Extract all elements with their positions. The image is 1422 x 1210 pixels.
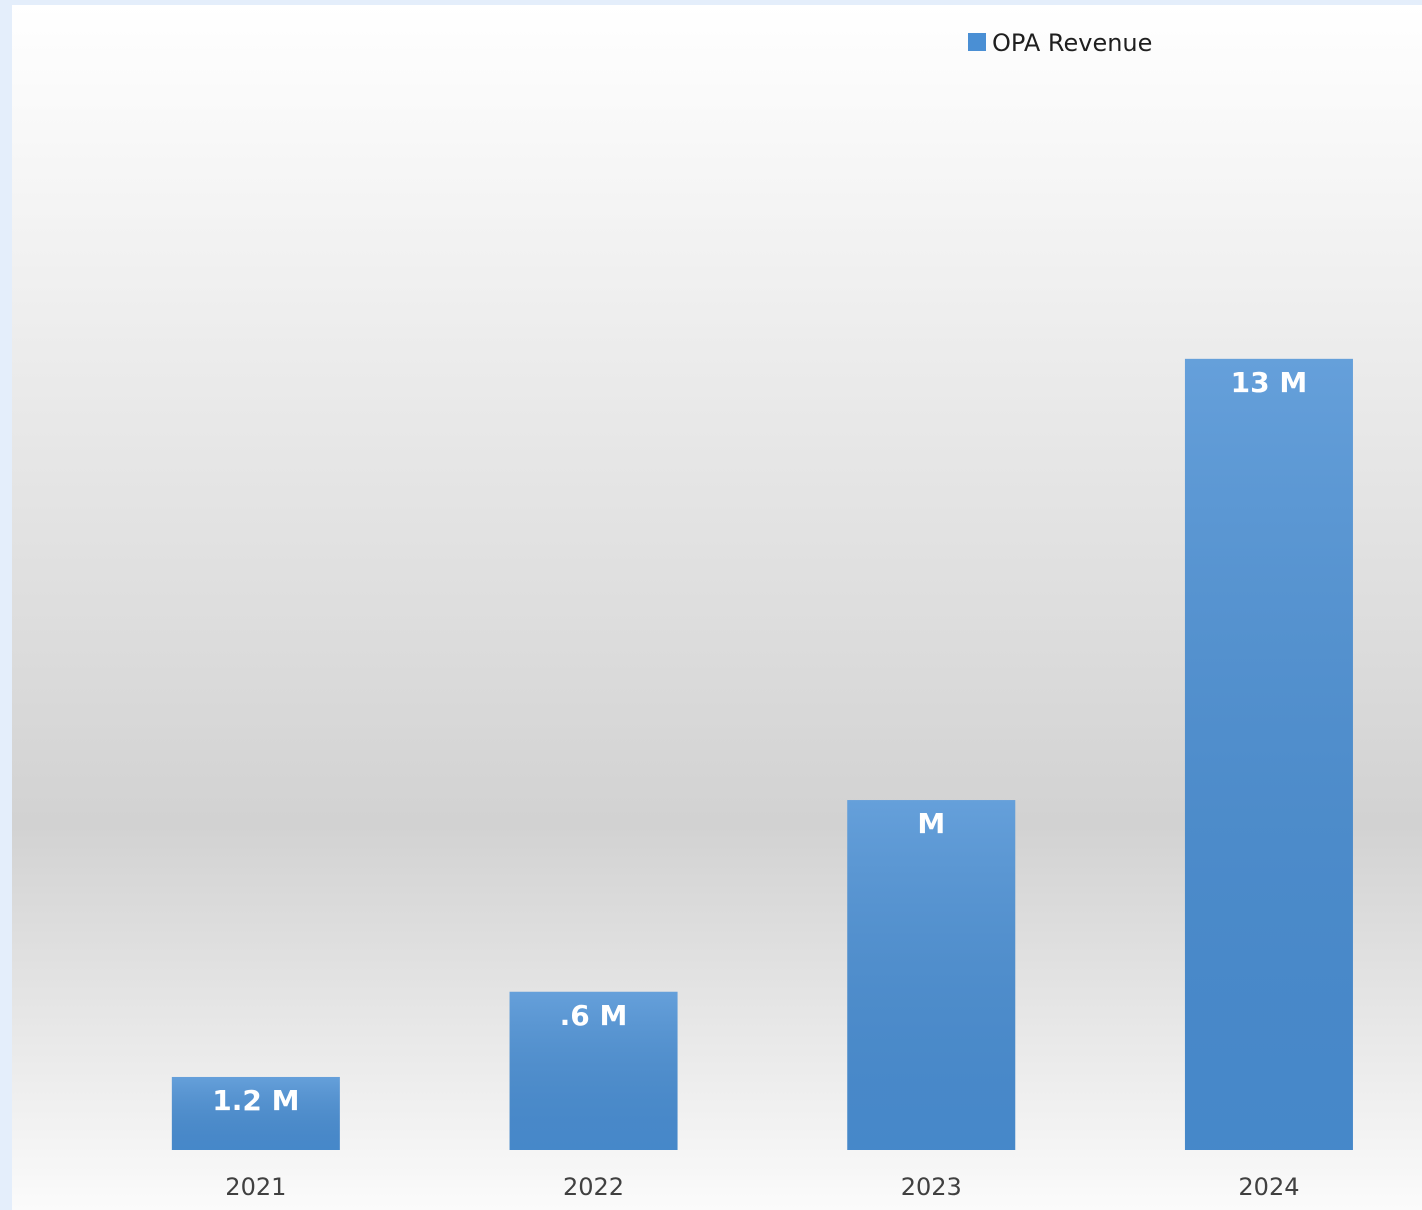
legend-label: OPA Revenue: [992, 29, 1152, 57]
value-label: M: [917, 807, 945, 840]
value-label: .6 M: [560, 999, 628, 1032]
x-tick-label: 2022: [563, 1173, 624, 1201]
x-tick-label: 2023: [901, 1173, 962, 1201]
bar-shade: [847, 800, 1016, 1150]
legend-swatch: [968, 33, 986, 51]
bar-shade: [509, 991, 678, 1150]
x-tick-label: 2024: [1238, 1173, 1299, 1201]
x-tick-label: 2021: [225, 1173, 286, 1201]
value-label: 1.2 M: [212, 1084, 299, 1117]
bar-shade: [1184, 358, 1353, 1150]
bar-shade: [171, 1076, 340, 1150]
value-label: 13 M: [1231, 366, 1308, 399]
